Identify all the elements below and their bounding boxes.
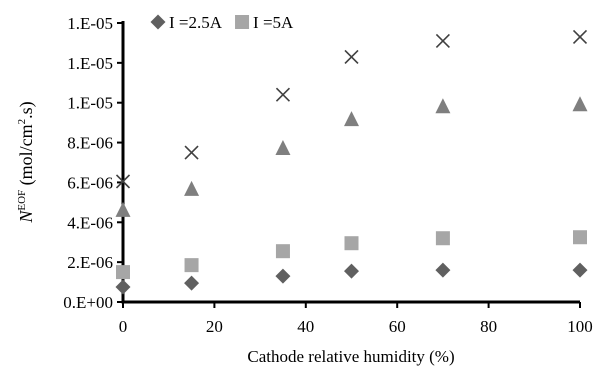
data-point <box>116 265 130 280</box>
x-tick-label: 60 <box>389 317 406 336</box>
x-tick-label: 100 <box>567 317 593 336</box>
x-axis-label: Cathode relative humidity (%) <box>247 347 454 366</box>
data-point <box>572 29 588 45</box>
y-tick-label: 1.E-05 <box>67 94 113 113</box>
y-axis-label: NEOF (mol/cm2.s) <box>16 101 37 223</box>
legend-marker <box>235 15 250 29</box>
data-point <box>184 275 200 291</box>
y-label-part: (mol/cm <box>16 124 37 190</box>
data-point <box>275 87 291 102</box>
data-point <box>435 262 451 278</box>
data-point <box>344 111 359 127</box>
y-tick-label: 4.E-06 <box>67 213 113 232</box>
data-point <box>184 258 199 273</box>
y-label-part: .s) <box>16 101 37 119</box>
x-tick-label: 20 <box>206 317 223 336</box>
data-point <box>344 236 359 251</box>
data-point <box>275 140 291 156</box>
legend-label: I =2.5A <box>169 13 223 32</box>
y-tick-label: 1.E-05 <box>67 54 113 73</box>
y-label-part: N <box>16 210 36 224</box>
data-point <box>344 49 359 64</box>
data-point <box>184 180 200 196</box>
y-tick-label: 6.E-06 <box>67 173 113 192</box>
y-tick-label: 0.E+00 <box>63 293 113 312</box>
y-tick-label: 2.E-06 <box>67 253 113 272</box>
data-point <box>275 244 290 259</box>
data-point <box>275 268 291 284</box>
data-point <box>435 98 451 114</box>
x-tick-label: 0 <box>119 317 128 336</box>
data-point <box>115 174 131 189</box>
legend-label: I =5A <box>253 13 294 32</box>
y-label-part: EOF <box>16 190 28 211</box>
x-tick-label: 40 <box>297 317 314 336</box>
y-tick-label: 1.E-05 <box>67 14 113 33</box>
data-point <box>435 33 450 49</box>
y-tick-label: 8.E-06 <box>67 134 113 153</box>
data-point <box>344 263 359 279</box>
data-point <box>115 279 131 295</box>
data-point <box>573 230 587 245</box>
data-point <box>435 231 450 246</box>
data-point <box>115 201 131 217</box>
data-point <box>572 262 588 278</box>
y-label-part: 2 <box>16 119 28 125</box>
legend-marker <box>150 14 166 30</box>
data-point <box>572 96 588 112</box>
data-point <box>184 145 199 160</box>
x-tick-label: 80 <box>480 317 497 336</box>
